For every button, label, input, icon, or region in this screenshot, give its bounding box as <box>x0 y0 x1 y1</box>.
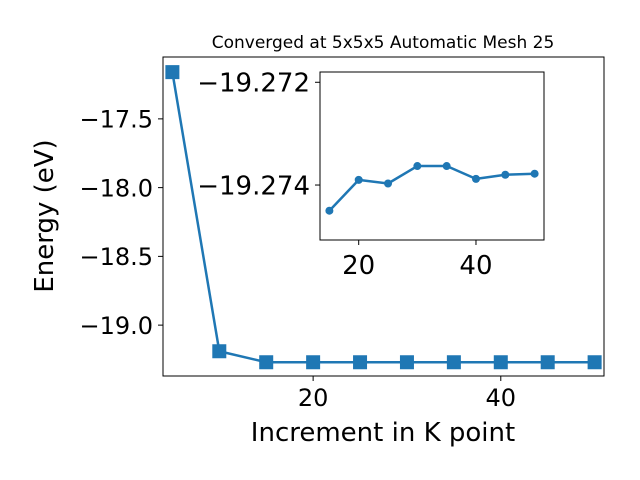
data-point <box>165 65 180 80</box>
data-point <box>493 355 508 370</box>
y-axis-label: Energy (eV) <box>30 139 60 292</box>
data-point <box>471 174 480 183</box>
y-tick-label: −19.272 <box>197 69 310 99</box>
y-tick-label: −19.0 <box>79 312 153 340</box>
data-point <box>540 355 555 370</box>
axes-frame <box>319 71 545 241</box>
inset-plot: 20 40 −19.274 −19.272 <box>197 69 545 281</box>
data-point <box>530 169 539 178</box>
x-tick-label: 40 <box>459 251 492 281</box>
y-tick-label: −19.274 <box>197 171 310 201</box>
data-point <box>413 162 422 171</box>
chart-title: Converged at 5x5x5 Automatic Mesh 25 <box>212 33 555 53</box>
data-point <box>306 355 321 370</box>
series-line <box>328 164 535 212</box>
data-point <box>384 179 393 188</box>
main-plot: 20 40 −17.5 −18.0 −18.5 −19.0 <box>79 56 605 412</box>
x-tick-label: 20 <box>342 251 375 281</box>
inset-background <box>320 72 544 240</box>
data-point <box>442 162 451 171</box>
x-tick-label: 20 <box>298 384 329 412</box>
data-point <box>259 355 274 370</box>
x-axis-label: Increment in K point <box>251 418 515 448</box>
data-point <box>587 355 602 370</box>
y-tick-label: −17.5 <box>79 106 153 134</box>
y-tick-label: −18.5 <box>79 243 153 271</box>
y-tick-label: −18.0 <box>79 174 153 202</box>
data-point <box>501 170 510 179</box>
x-tick-label: 40 <box>486 384 517 412</box>
data-point <box>446 355 461 370</box>
data-point <box>353 355 368 370</box>
series-line <box>171 71 595 364</box>
data-point <box>354 175 363 184</box>
data-point <box>399 355 414 370</box>
data-point <box>212 344 227 359</box>
axes-frame <box>162 56 605 377</box>
data-point <box>325 206 334 215</box>
